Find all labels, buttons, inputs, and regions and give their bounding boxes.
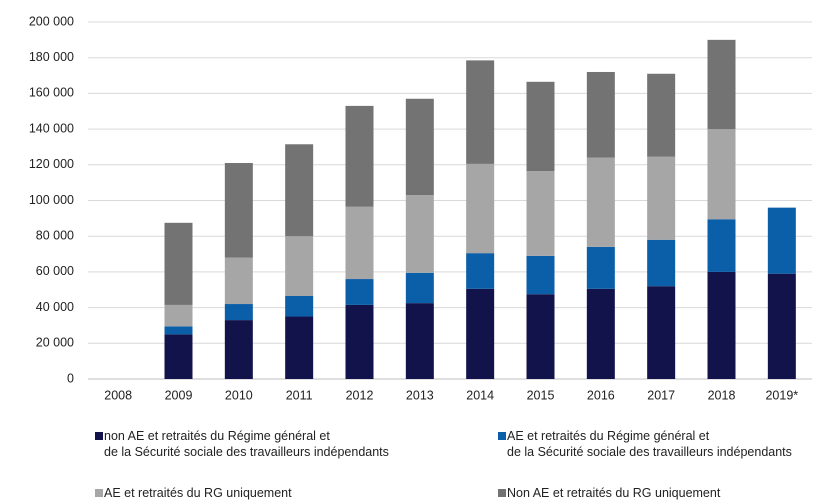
legend-swatch [498, 489, 506, 497]
bar-segment [466, 288, 495, 379]
y-tick-label: 180 000 [29, 50, 74, 64]
bar-segment [405, 195, 434, 273]
bar-segment [164, 334, 193, 379]
bar-segment [224, 163, 253, 258]
bar-segment [526, 81, 555, 172]
y-tick-label: 160 000 [29, 86, 74, 100]
x-tick-label: 2019* [765, 388, 798, 402]
legend-swatch [498, 432, 506, 440]
x-tick-label: 2011 [286, 388, 313, 402]
bar-segment [526, 255, 555, 295]
bar-segment [586, 71, 615, 158]
y-tick-label: 0 [67, 371, 74, 385]
bar-segment [466, 60, 495, 164]
bar-segment [586, 246, 615, 289]
y-tick-label: 20 000 [36, 336, 74, 350]
bar-segment [707, 219, 736, 272]
bar-segment [164, 304, 193, 327]
bar-segment [586, 288, 615, 379]
legend-label: AE et retraités du Régime général et de … [507, 429, 792, 459]
bar-segment [526, 171, 555, 256]
bar-segment [647, 73, 676, 157]
bar-segment [164, 326, 193, 335]
bar-segment [586, 157, 615, 247]
bar-segment [285, 144, 314, 237]
x-tick-label: 2016 [587, 388, 615, 402]
bar-segment [767, 273, 796, 379]
bar-segment [466, 163, 495, 254]
bar-segment [285, 295, 314, 317]
bar-segment [345, 206, 374, 280]
y-tick-label: 40 000 [36, 300, 74, 314]
y-tick-label: 140 000 [29, 121, 74, 135]
bar-segment [707, 39, 736, 130]
bar-segment [224, 257, 253, 305]
y-tick-label: 80 000 [36, 228, 74, 242]
y-tick-label: 200 000 [29, 14, 74, 28]
bar-segment [647, 239, 676, 287]
x-tick-label: 2015 [527, 388, 555, 402]
chart: 0 20 000 40 000 60 000 80 000 100 000 120 000 1… [29, 14, 812, 402]
bar-segment [707, 271, 736, 379]
bar-segment [285, 236, 314, 296]
bar-segment [345, 105, 374, 207]
bar-segment [526, 294, 555, 379]
y-tick-label: 120 000 [29, 157, 74, 171]
legend-label: non AE et retraités du Régime général et… [104, 429, 389, 459]
x-tick-label: 2009 [165, 388, 193, 402]
legend-label: Non AE et retraités du RG uniquement [507, 486, 721, 500]
bar-segment [345, 304, 374, 379]
bar-segment [405, 303, 434, 379]
bar-segment [285, 316, 314, 379]
legend-swatch [95, 489, 103, 497]
x-tick-label: 2012 [346, 388, 374, 402]
legend-swatch [95, 432, 103, 440]
x-tick-label: 2010 [225, 388, 253, 402]
x-tick-label: 2008 [104, 388, 132, 402]
y-tick-label: 100 000 [29, 193, 74, 207]
y-tick-label: 60 000 [36, 264, 74, 278]
bar-segment [466, 253, 495, 289]
bar-segment [647, 286, 676, 379]
bar-segment [647, 156, 676, 240]
bar-segment [405, 272, 434, 304]
x-tick-label: 2018 [708, 388, 736, 402]
x-tick-label: 2013 [406, 388, 434, 402]
x-tick-label: 2017 [647, 388, 675, 402]
bar-segment [224, 304, 253, 321]
legend-label: AE et retraités du RG uniquement [104, 486, 292, 500]
bar-segment [767, 207, 796, 274]
bar-segment [707, 129, 736, 220]
bar-segment [405, 98, 434, 196]
bar-segment [345, 279, 374, 305]
bar-segment [224, 320, 253, 379]
x-tick-label: 2014 [466, 388, 494, 402]
bar-segment [164, 222, 193, 305]
